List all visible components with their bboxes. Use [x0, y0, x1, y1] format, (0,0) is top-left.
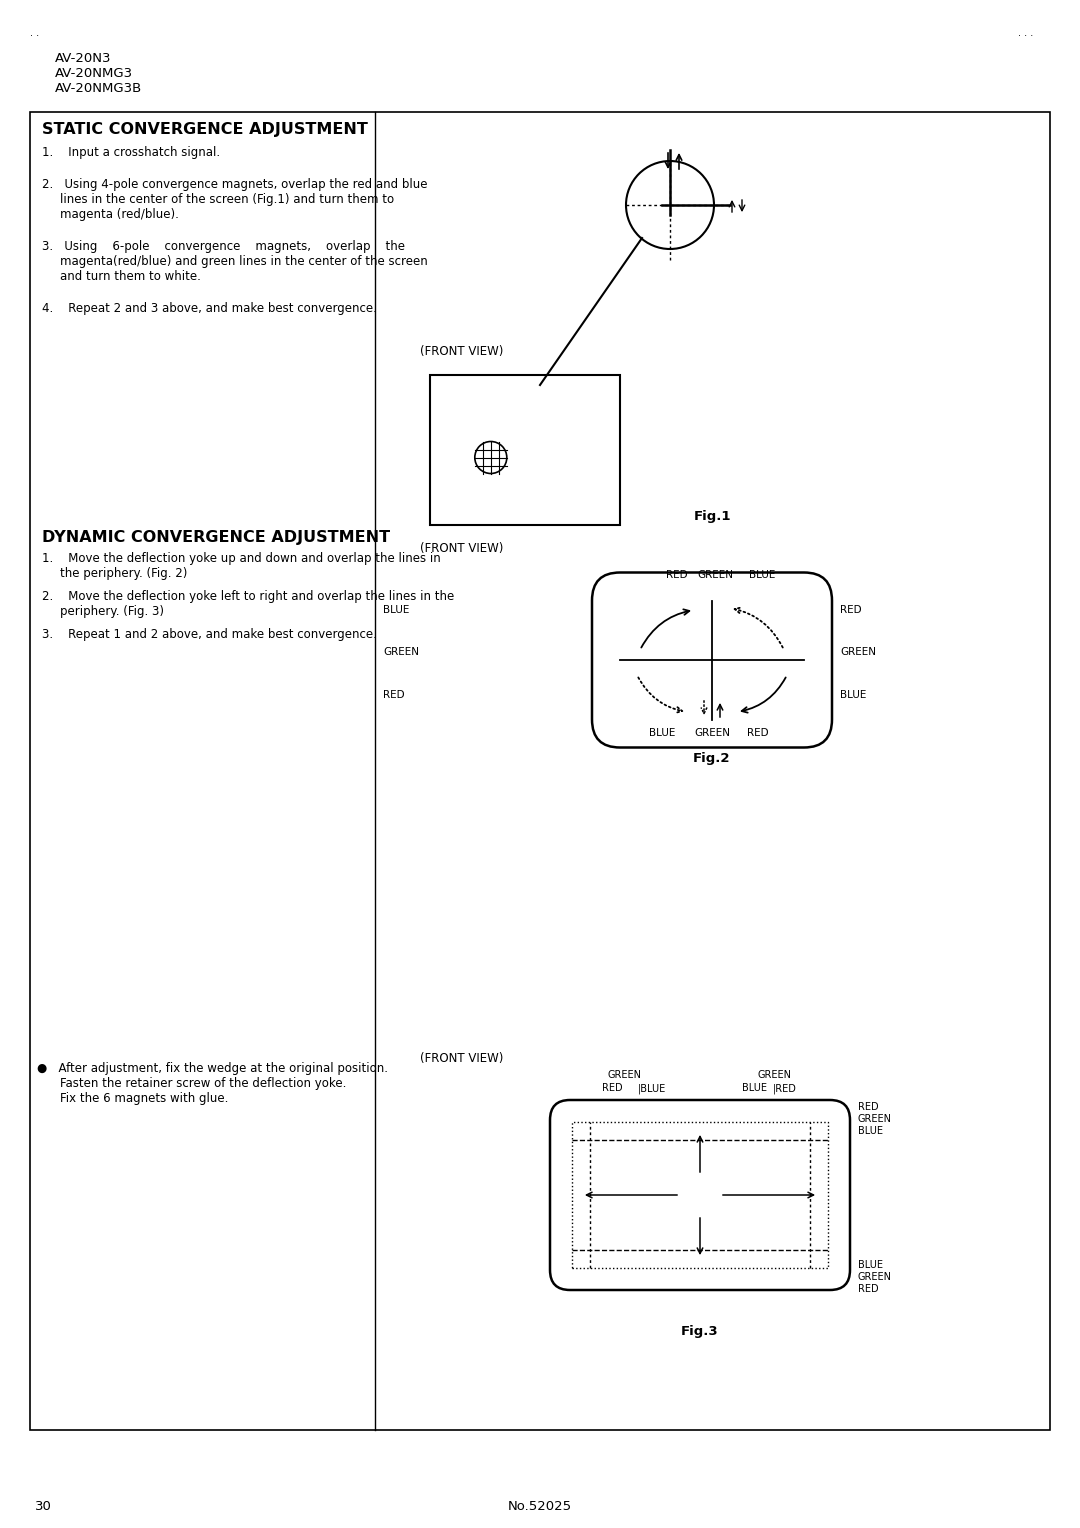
Text: RED: RED — [666, 570, 688, 581]
Text: 30: 30 — [35, 1500, 52, 1513]
Text: |RED: |RED — [773, 1083, 797, 1094]
Text: RED: RED — [858, 1102, 879, 1112]
Text: RED: RED — [840, 605, 862, 614]
Text: magenta (red/blue).: magenta (red/blue). — [60, 208, 179, 222]
Text: AV-20N3: AV-20N3 — [55, 52, 111, 66]
Bar — [430, 374, 620, 526]
Text: Fasten the retainer screw of the deflection yoke.: Fasten the retainer screw of the deflect… — [60, 1077, 347, 1089]
Bar — [30, 112, 1050, 1430]
Text: DYNAMIC CONVERGENCE ADJUSTMENT: DYNAMIC CONVERGENCE ADJUSTMENT — [42, 530, 390, 545]
Text: GREEN: GREEN — [383, 646, 419, 657]
Text: |BLUE: |BLUE — [638, 1083, 666, 1094]
Text: the periphery. (Fig. 2): the periphery. (Fig. 2) — [60, 567, 187, 581]
Text: 1.    Input a crosshatch signal.: 1. Input a crosshatch signal. — [42, 147, 220, 159]
Text: and turn them to white.: and turn them to white. — [60, 270, 201, 283]
Text: 2.   Using 4-pole convergence magnets, overlap the red and blue: 2. Using 4-pole convergence magnets, ove… — [42, 177, 428, 191]
Text: . . .: . . . — [1018, 28, 1034, 38]
Text: GREEN: GREEN — [694, 727, 730, 738]
Text: STATIC CONVERGENCE ADJUSTMENT: STATIC CONVERGENCE ADJUSTMENT — [42, 122, 368, 138]
Text: 4.    Repeat 2 and 3 above, and make best convergence.: 4. Repeat 2 and 3 above, and make best c… — [42, 303, 377, 315]
Text: GREEN: GREEN — [697, 570, 733, 581]
Text: Fig.3: Fig.3 — [681, 1325, 719, 1339]
Text: lines in the center of the screen (Fig.1) and turn them to: lines in the center of the screen (Fig.1… — [60, 193, 394, 206]
Text: BLUE: BLUE — [649, 727, 675, 738]
Text: . .: . . — [30, 28, 39, 38]
Bar — [572, 1122, 828, 1268]
Text: 1.    Move the deflection yoke up and down and overlap the lines in: 1. Move the deflection yoke up and down … — [42, 552, 441, 565]
Text: Fix the 6 magnets with glue.: Fix the 6 magnets with glue. — [60, 1093, 228, 1105]
Text: GREEN: GREEN — [858, 1114, 892, 1125]
Text: (FRONT VIEW): (FRONT VIEW) — [420, 1051, 503, 1065]
Text: BLUE: BLUE — [742, 1083, 767, 1093]
Text: No.52025: No.52025 — [508, 1500, 572, 1513]
Text: RED: RED — [858, 1284, 879, 1294]
Text: BLUE: BLUE — [858, 1126, 883, 1135]
Text: Fig.2: Fig.2 — [693, 752, 731, 766]
Text: AV-20NMG3: AV-20NMG3 — [55, 67, 133, 79]
Text: AV-20NMG3B: AV-20NMG3B — [55, 83, 143, 95]
Text: RED: RED — [747, 727, 769, 738]
FancyBboxPatch shape — [592, 573, 832, 747]
Text: (FRONT VIEW): (FRONT VIEW) — [420, 542, 503, 555]
Text: 3.   Using    6-pole    convergence    magnets,    overlap    the: 3. Using 6-pole convergence magnets, ove… — [42, 240, 405, 254]
Text: 2.    Move the deflection yoke left to right and overlap the lines in the: 2. Move the deflection yoke left to righ… — [42, 590, 455, 604]
Text: GREEN: GREEN — [858, 1271, 892, 1282]
Text: BLUE: BLUE — [748, 570, 775, 581]
Text: GREEN: GREEN — [840, 646, 876, 657]
Text: magenta(red/blue) and green lines in the center of the screen: magenta(red/blue) and green lines in the… — [60, 255, 428, 267]
Text: BLUE: BLUE — [383, 605, 409, 614]
Text: ●   After adjustment, fix the wedge at the original position.: ● After adjustment, fix the wedge at the… — [37, 1062, 388, 1076]
Text: 3.    Repeat 1 and 2 above, and make best convergence.: 3. Repeat 1 and 2 above, and make best c… — [42, 628, 377, 642]
Text: (FRONT VIEW): (FRONT VIEW) — [420, 345, 503, 358]
Text: RED: RED — [383, 691, 405, 700]
Text: RED: RED — [602, 1083, 622, 1093]
Text: GREEN: GREEN — [608, 1070, 642, 1080]
Text: BLUE: BLUE — [840, 691, 866, 700]
Text: periphery. (Fig. 3): periphery. (Fig. 3) — [60, 605, 164, 617]
Text: BLUE: BLUE — [858, 1261, 883, 1270]
Text: Fig.1: Fig.1 — [693, 510, 731, 523]
FancyBboxPatch shape — [550, 1100, 850, 1290]
Text: GREEN: GREEN — [758, 1070, 792, 1080]
